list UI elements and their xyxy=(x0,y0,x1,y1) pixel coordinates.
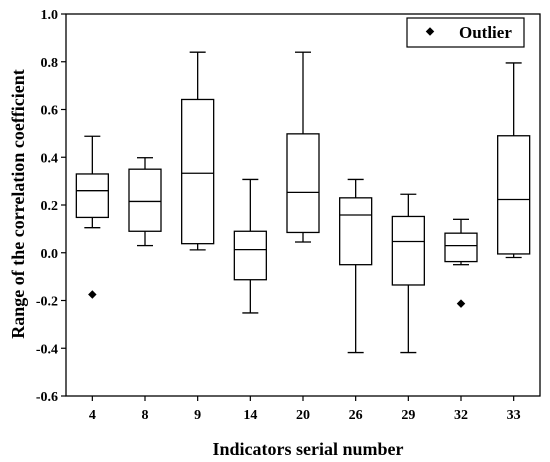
x-axis-title: Indicators serial number xyxy=(213,439,404,459)
y-tick-label: -0.4 xyxy=(36,342,58,357)
box-iqr xyxy=(444,232,478,263)
box-iqr xyxy=(286,133,320,234)
y-tick-label: 0.2 xyxy=(41,199,59,214)
box-iqr xyxy=(339,197,373,266)
y-tick-label: 0.6 xyxy=(41,104,59,119)
x-tick-label: 20 xyxy=(296,408,310,423)
plot-area: -0.6 -0.4 -0.2 0.0 0.2 0.4 0.6 0.8 1.0 4 8 9 14 20 26 2… xyxy=(36,8,541,423)
box-iqr xyxy=(391,215,425,286)
y-tick-label: 0.0 xyxy=(41,247,59,262)
x-tick-label: 9 xyxy=(194,408,201,423)
legend: Outlier xyxy=(406,17,525,48)
box-iqr xyxy=(233,230,267,281)
x-tick-label: 4 xyxy=(89,408,96,423)
y-tick-label: 0.4 xyxy=(41,151,59,166)
box-iqr xyxy=(128,168,162,232)
outlier-point xyxy=(88,290,97,299)
box-iqr xyxy=(181,98,215,245)
legend-outlier-marker xyxy=(425,27,435,36)
x-tick-label: 26 xyxy=(349,408,363,423)
y-tick-label: -0.6 xyxy=(36,390,58,405)
box-iqr xyxy=(75,173,109,219)
y-tick-label: 0.8 xyxy=(41,56,59,71)
y-tick-label: 1.0 xyxy=(41,8,59,23)
x-tick-label: 33 xyxy=(507,408,521,423)
outlier-point xyxy=(456,299,466,308)
y-tick-label: -0.2 xyxy=(36,295,58,310)
legend-outlier-label: Outlier xyxy=(459,23,512,42)
x-tick-label: 29 xyxy=(401,408,415,423)
x-tick-label: 32 xyxy=(454,408,468,423)
legend-frame xyxy=(406,17,525,48)
x-tick-label: 8 xyxy=(142,408,149,423)
box-iqr xyxy=(497,135,531,255)
x-tick-label: 14 xyxy=(243,408,257,423)
y-axis-title: Range of the correlation coefficient xyxy=(8,69,28,339)
